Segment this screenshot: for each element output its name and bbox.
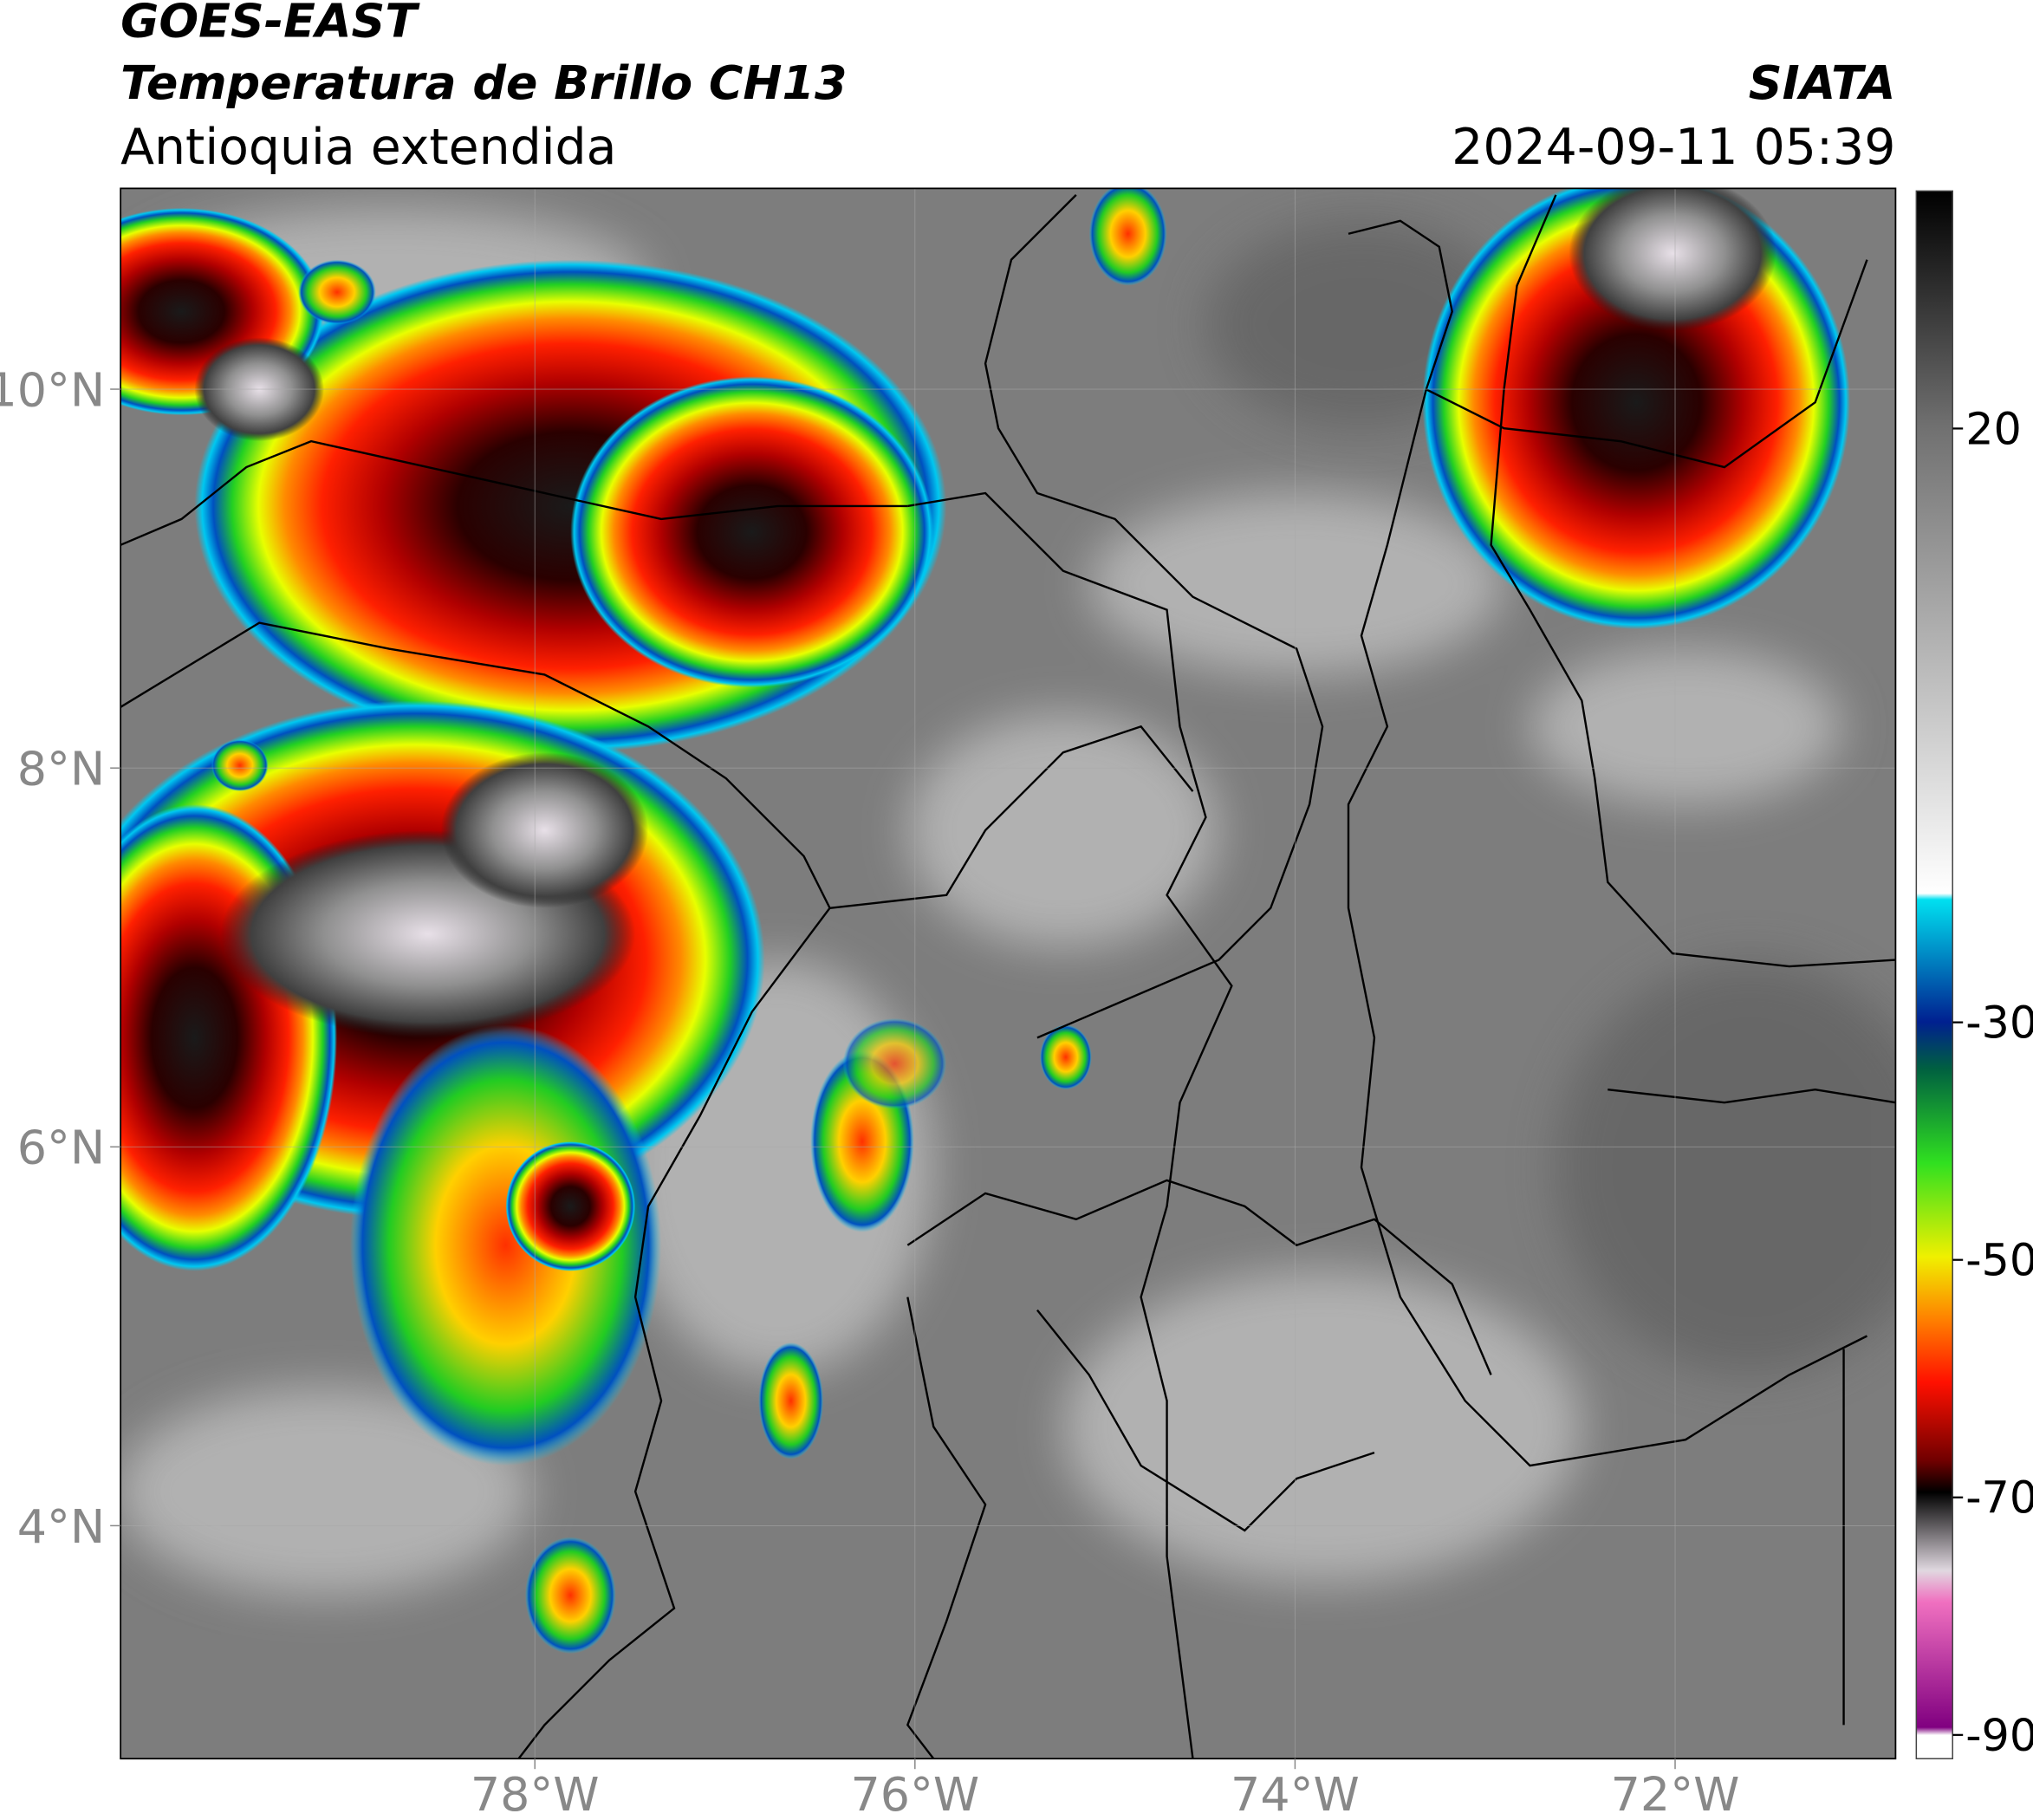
datetime: 2024-09-11 05:39 [1452,119,1895,176]
colorbar-tick-label: -90 [1965,1710,2033,1761]
product: Temperatura de Brillo CH13 [120,55,847,110]
y-tick-label: 6°N [17,1121,105,1175]
x-tick-label: 72°W [1611,1767,1740,1820]
x-tick-label: 74°W [1231,1767,1360,1820]
colorbar-tick-label: -30 [1965,998,2033,1049]
y-tick-label: 10°N [0,363,105,418]
region: Antioquia extendida [120,119,616,176]
y-tick-label: 8°N [17,742,105,796]
map-image [120,188,1896,1759]
colorbar [1915,190,1953,1759]
satellite: GOES-EAST [120,0,420,48]
colorbar-tick-label: 20 [1965,403,2022,454]
map-frame [120,187,1897,1760]
x-tick-label: 78°W [471,1767,600,1820]
x-tick-label: 76°W [850,1767,979,1820]
borders [120,194,1896,1759]
colorbar-tick-label: -70 [1965,1472,2033,1524]
graticule [120,188,1896,1759]
colorbar-tick-label: -50 [1965,1235,2033,1286]
y-tick-label: 4°N [17,1499,105,1554]
colorbar-ticks: -90 -70 -50 -30 20 [1952,403,2033,1761]
source: SIATA [1749,55,1896,110]
